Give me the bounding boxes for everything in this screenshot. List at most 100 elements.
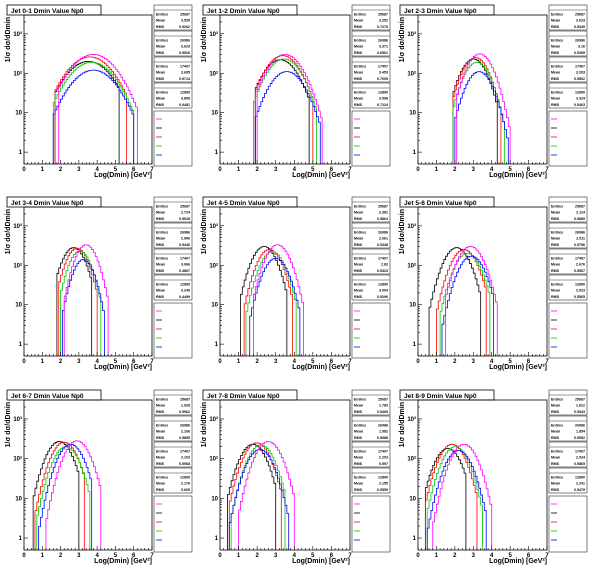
stats-label: Mean (354, 482, 363, 486)
x-tick-label: 5 (508, 553, 512, 559)
y-axis-label: 1/σ dσ/dDmin (399, 209, 406, 254)
stats-value: 12890 (378, 476, 388, 480)
stats-label: RMS (354, 51, 363, 55)
histogram-series (45, 440, 102, 550)
stats-label: RMS (354, 295, 363, 299)
histogram-series (62, 259, 105, 356)
y-tick-label: 1 (19, 342, 23, 348)
stats-box (351, 196, 391, 223)
y-axis-label: 1/σ dσ/dDmin (399, 402, 406, 447)
stats-label: Entries (156, 257, 168, 261)
chart-title: Jet 6-7 Dmin Value Np0 (11, 393, 84, 400)
x-axis-label: Log(Dmin) [GeV²] (94, 172, 152, 179)
stats-value: 3.453 (379, 71, 388, 75)
y-axis-label: 1/σ dσ/dDmin (5, 402, 12, 447)
histogram-series (256, 54, 323, 164)
y-tick-label: 10³ (13, 416, 22, 423)
stats-value: 12890 (378, 91, 388, 95)
y-tick-label: 10 (409, 496, 416, 502)
stats-value: 0.605 (181, 488, 190, 492)
stats-value: 0.7224 (377, 103, 388, 107)
stats-value: 17407 (180, 450, 190, 454)
stats-value: 0.9481 (179, 103, 190, 107)
stats-value: 3.249 (181, 289, 190, 293)
x-tick-label: 5 (311, 359, 315, 365)
stats-label: Entries (156, 205, 168, 209)
stats-value: 0.5567 (574, 269, 585, 273)
stats-label: Entries (156, 91, 168, 95)
x-tick-label: 7 (150, 359, 154, 365)
stats-label: RMS (551, 488, 560, 492)
stats-value: 3.371 (379, 45, 388, 49)
stats-label: Entries (354, 91, 366, 95)
plot-frame (23, 399, 153, 551)
x-tick-label: 3 (77, 359, 81, 365)
stats-label: Mean (354, 19, 363, 23)
stats-label: Entries (354, 39, 366, 43)
y-tick-label: 10 (211, 111, 218, 117)
stats-label: RMS (551, 77, 560, 81)
stats-value: 26986 (180, 39, 190, 43)
stats-value: 0.5562 (574, 77, 585, 81)
stats-value: 0.7276 (377, 25, 388, 29)
x-tick-label: 6 (132, 553, 136, 559)
stats-label: Mean (156, 456, 165, 460)
y-tick-label: 10² (209, 262, 218, 269)
stats-label: Entries (156, 476, 168, 480)
x-tick-label: 6 (527, 553, 531, 559)
x-tick-label: 3 (77, 167, 81, 173)
stats-value: 0.5343 (574, 410, 585, 414)
histogram-series (38, 443, 93, 550)
stats-value: 12890 (180, 476, 190, 480)
stats-label: Mean (354, 71, 363, 75)
stats-box (351, 248, 391, 275)
stats-value: 2.176 (181, 482, 190, 486)
stats-label: RMS (156, 295, 165, 299)
stats-label: Entries (354, 65, 366, 69)
stats-label: Entries (551, 13, 563, 17)
stats-value: 0.9526 (179, 51, 190, 55)
y-tick-label: 10³ (407, 223, 416, 230)
y-tick-label: 10³ (209, 416, 218, 423)
histogram-series (253, 244, 304, 356)
x-tick-label: 7 (545, 167, 549, 173)
stats-value: 0.5988 (377, 436, 388, 440)
stats-value: 17407 (378, 257, 388, 261)
stats-label: Entries (551, 257, 563, 261)
stats-value: 12890 (180, 283, 190, 287)
x-tick-label: 4 (490, 167, 494, 173)
histogram-series (253, 58, 317, 164)
y-tick-label: 10 (211, 496, 218, 502)
y-tick-label: 10³ (209, 31, 218, 38)
x-tick-label: 4 (95, 553, 99, 559)
x-axis-label: Log(Dmin) [GeV²] (489, 172, 547, 179)
stats-value: 1.622 (576, 404, 585, 408)
x-axis-label: Log(Dmin) [GeV²] (94, 364, 152, 371)
x-tick-label: 0 (22, 359, 26, 365)
stats-label: Mean (551, 211, 560, 215)
stats-value: 3.598 (379, 97, 388, 101)
stats-value: 12890 (575, 283, 585, 287)
x-tick-label: 0 (218, 553, 222, 559)
y-tick-label: 1 (215, 342, 219, 348)
x-tick-label: 0 (416, 167, 420, 173)
stats-label: Mean (156, 263, 165, 267)
stats-label: RMS (551, 436, 560, 440)
stats-value: 0.5323 (377, 269, 388, 273)
legend-box (548, 495, 588, 553)
y-tick-label: 10³ (13, 223, 22, 230)
stats-box (153, 82, 193, 109)
stats-value: 12890 (575, 91, 585, 95)
x-tick-label: 6 (527, 167, 531, 173)
stats-value: 1.982 (379, 430, 388, 434)
stats-value: 26986 (378, 39, 388, 43)
chart-panel: Jet 2-3 Dmin Value Np0 0 1 2 3 4 5 6 7 1 10 10² 10³ L… (399, 4, 588, 179)
stats-value: 17407 (575, 257, 585, 261)
stats-label: Mean (156, 237, 165, 241)
legend-box (548, 302, 588, 359)
histogram-series (452, 61, 506, 164)
stats-box (153, 441, 193, 468)
stats-value: 0.5463 (574, 103, 585, 107)
stats-label: Entries (551, 424, 563, 428)
stats-label: Entries (551, 398, 563, 402)
